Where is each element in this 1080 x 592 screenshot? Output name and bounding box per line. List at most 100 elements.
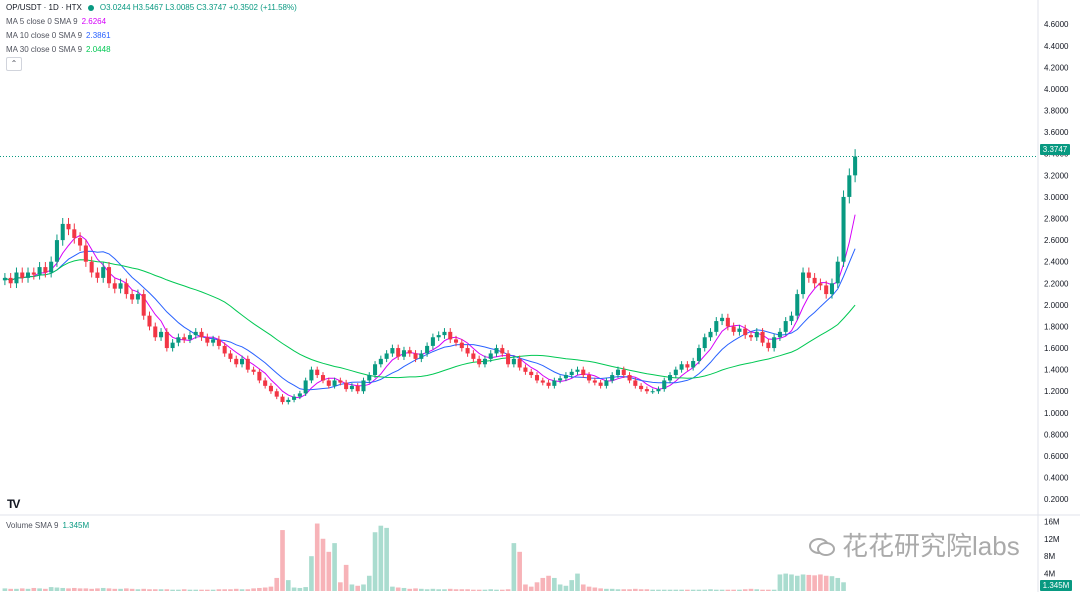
candle-body: [668, 375, 673, 381]
candle-body: [650, 391, 655, 393]
candle-body: [280, 396, 285, 403]
volume-bar: [789, 574, 794, 591]
volume-bar: [326, 551, 332, 591]
volume-bar: [262, 587, 268, 591]
price-axis: 4.60004.40004.20004.00003.80003.60003.40…: [1044, 20, 1069, 504]
candle-body: [89, 261, 94, 273]
volume-bar: [419, 588, 424, 591]
candle-body: [303, 380, 308, 394]
volume-bar: [251, 588, 256, 591]
candle-body: [772, 337, 777, 349]
candle-body: [37, 267, 42, 275]
candle-body: [448, 331, 453, 340]
candle-body: [367, 375, 372, 381]
indicator-ma10[interactable]: MA 10 close 0 SMA 9 2.3861: [6, 31, 111, 41]
market-status-icon: [87, 4, 94, 11]
price-tick-label: 1.2000: [1044, 387, 1069, 396]
indicator-ma30[interactable]: MA 30 close 0 SMA 9 2.0448: [6, 45, 111, 55]
volume-bar: [719, 589, 725, 591]
volume-bar: [766, 589, 771, 591]
volume-bar: [54, 587, 60, 591]
candle-body: [824, 285, 829, 295]
candle-body: [581, 369, 586, 376]
symbol-title[interactable]: OP/USDT · 1D · HTX: [6, 3, 82, 12]
candle-body: [731, 326, 736, 332]
volume-bar: [442, 589, 447, 591]
candle-body: [523, 367, 528, 372]
candle-body: [633, 380, 638, 386]
candle-body: [488, 353, 493, 359]
candle-body: [847, 175, 852, 197]
volume-bar: [378, 525, 384, 591]
candle-body: [187, 335, 192, 340]
volume-bar: [268, 586, 274, 591]
candle-body: [407, 350, 412, 354]
candle-body: [124, 283, 129, 295]
indicator-ma5[interactable]: MA 5 close 0 SMA 9 2.6264: [6, 17, 106, 27]
price-tick-label: 4.2000: [1044, 63, 1069, 72]
volume-bar: [754, 589, 760, 591]
candle-body: [222, 345, 227, 354]
volume-legend[interactable]: Volume SMA 9 1.345M: [6, 521, 89, 531]
volume-bar: [540, 577, 546, 591]
volume-bar: [199, 589, 204, 591]
candle-body: [459, 342, 464, 349]
volume-bar: [2, 588, 8, 591]
volume-bar: [737, 589, 742, 591]
price-tick-label: 4.4000: [1044, 42, 1069, 51]
volume-bar: [777, 574, 783, 591]
volume-bar: [395, 587, 401, 591]
candle-body: [477, 358, 482, 365]
price-tick-label: 0.2000: [1044, 495, 1069, 504]
volume-bar: [343, 564, 349, 591]
candle-body: [251, 369, 256, 372]
volume-bar: [505, 589, 511, 591]
candle-body: [552, 380, 557, 386]
candle-body: [708, 331, 713, 338]
tradingview-logo-icon[interactable]: TV: [7, 497, 20, 511]
volume-bar: [222, 589, 227, 591]
candle-body: [320, 375, 326, 381]
volume-bar: [679, 589, 684, 591]
candle-body: [540, 380, 545, 383]
candle-body: [725, 317, 730, 327]
candle-body: [789, 315, 794, 322]
candle-body: [841, 196, 846, 262]
candle-body: [43, 267, 48, 273]
volume-bar: [112, 588, 118, 591]
price-tick-label: 2.8000: [1044, 215, 1069, 224]
candle-body: [615, 369, 620, 376]
price-tick-label: 4.0000: [1044, 85, 1069, 94]
candle-body: [384, 353, 389, 359]
volume-bar: [731, 589, 736, 591]
volume-bar: [187, 589, 193, 591]
candle-body: [338, 380, 343, 383]
candle-body: [506, 353, 511, 365]
volume-bar: [835, 577, 841, 591]
candle-body: [211, 339, 216, 343]
volume-bar: [580, 584, 586, 591]
candle-body: [344, 382, 349, 390]
volume-bar: [384, 527, 389, 591]
volume-bar: [361, 584, 366, 591]
volume-bar: [176, 589, 181, 591]
volume-bar: [25, 588, 31, 591]
candle-body: [546, 382, 551, 386]
candle-body: [673, 369, 678, 376]
candle-body: [760, 331, 765, 343]
candle-body: [465, 348, 470, 354]
volume-bar: [366, 575, 372, 591]
candle-body: [390, 348, 395, 354]
volume-bar: [696, 589, 702, 591]
volume-bar: [118, 588, 123, 591]
price-tick-label: 2.2000: [1044, 279, 1069, 288]
candle-body: [644, 389, 649, 392]
volume-bar: [557, 584, 563, 591]
volume-bar: [280, 530, 285, 591]
candle-body: [141, 294, 146, 316]
candle-body: [286, 399, 291, 403]
volume-bar: [748, 588, 754, 591]
volume-bar: [661, 589, 667, 591]
chevron-up-icon[interactable]: ⌃: [6, 57, 22, 71]
